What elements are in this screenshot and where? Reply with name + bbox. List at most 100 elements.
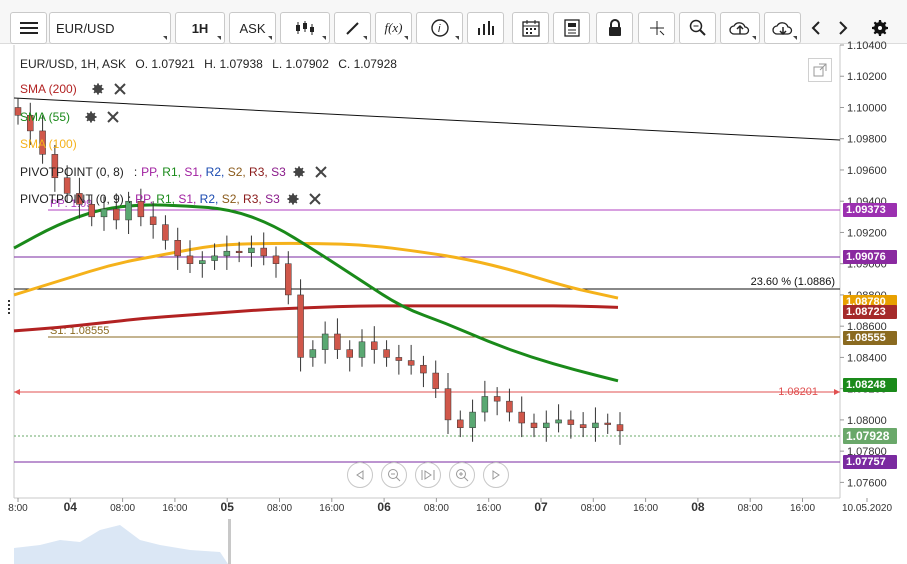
symbol-selector[interactable]: EUR/USD <box>49 12 171 44</box>
resize-handle[interactable] <box>8 300 10 314</box>
price-type-selector[interactable]: ASK <box>229 12 276 44</box>
candle-body[interactable] <box>407 360 415 366</box>
trend-line[interactable] <box>13 97 841 141</box>
candle-body[interactable] <box>457 419 464 428</box>
candle-body[interactable] <box>555 419 562 424</box>
gear-icon[interactable] <box>292 165 306 179</box>
candle-body[interactable] <box>334 333 341 350</box>
candle-body[interactable] <box>297 294 304 358</box>
candle-body[interactable] <box>186 255 194 264</box>
candle-body[interactable] <box>248 247 255 254</box>
bar-chart-button[interactable] <box>467 12 504 44</box>
upload-button[interactable] <box>720 12 760 44</box>
candle-body[interactable] <box>27 115 34 132</box>
gear-icon[interactable] <box>286 192 300 206</box>
zoom-button[interactable] <box>679 12 716 44</box>
candle-body[interactable] <box>39 130 46 155</box>
candle-body[interactable] <box>76 193 83 205</box>
plot-area[interactable] <box>14 45 840 498</box>
candle-body[interactable] <box>235 250 243 254</box>
candle-body[interactable] <box>137 200 145 218</box>
candle-body[interactable] <box>481 396 489 413</box>
reset-button[interactable] <box>415 462 441 488</box>
candle-body[interactable] <box>309 349 317 358</box>
x-tick-label: 16:00 <box>790 503 815 514</box>
candle-body[interactable] <box>518 411 525 424</box>
timeframe-selector[interactable]: 1H <box>175 12 225 44</box>
download-button[interactable] <box>764 12 801 44</box>
candle-body[interactable] <box>174 240 181 257</box>
candle-body[interactable] <box>543 422 550 428</box>
candle-body[interactable] <box>395 357 403 361</box>
zoom-in-button[interactable] <box>449 462 475 488</box>
candle-body[interactable] <box>371 341 378 350</box>
candle-body[interactable] <box>604 422 611 425</box>
candle-body[interactable] <box>211 255 218 261</box>
candle-body[interactable] <box>383 349 390 358</box>
candle-body[interactable] <box>346 349 353 358</box>
candle-body[interactable] <box>616 424 624 432</box>
candle-body[interactable] <box>125 200 132 221</box>
chevron-left-icon <box>811 21 820 35</box>
close-icon[interactable] <box>113 82 127 96</box>
sma-100-line[interactable] <box>13 241 619 300</box>
candle-body[interactable] <box>530 422 538 428</box>
crosshair-button[interactable] <box>638 12 675 44</box>
legend-pivot-8[interactable]: PIVOTPOINT (0, 8) : PP, R1, S1, R2, S2, … <box>20 165 328 179</box>
calendar-button[interactable] <box>512 12 549 44</box>
draw-button[interactable] <box>334 12 371 44</box>
candle-body[interactable] <box>100 208 108 218</box>
candle-body[interactable] <box>162 224 169 241</box>
close-icon[interactable] <box>106 110 120 124</box>
scroll-left-button[interactable] <box>803 12 828 44</box>
navigator-handle[interactable] <box>228 519 231 564</box>
scroll-right-button[interactable] <box>830 12 855 44</box>
fullscreen-button[interactable] <box>808 58 832 82</box>
candle-body[interactable] <box>14 107 22 116</box>
candle-body[interactable] <box>149 216 157 225</box>
candle-body[interactable] <box>358 341 366 358</box>
legend-pivot-9[interactable]: PIVOTPOINT (0, 9) : PP, R1, S1, R2, S2, … <box>20 192 322 206</box>
navigator-area <box>14 525 228 564</box>
zoom-out-button[interactable] <box>381 462 407 488</box>
settings-button[interactable] <box>866 12 894 44</box>
close-icon[interactable] <box>314 165 328 179</box>
lock-button[interactable] <box>596 12 633 44</box>
candle-body[interactable] <box>113 208 120 221</box>
candle-body[interactable] <box>223 250 231 257</box>
candle-body[interactable] <box>432 372 439 389</box>
candle-body[interactable] <box>63 177 71 194</box>
candle-body[interactable] <box>493 396 501 402</box>
candle-body[interactable] <box>420 364 427 374</box>
news-button[interactable] <box>553 12 590 44</box>
candle-body[interactable] <box>592 422 599 428</box>
candle-body[interactable] <box>321 333 329 350</box>
sma-200-line[interactable] <box>13 304 619 333</box>
legend-sma-100[interactable]: SMA (100) <box>20 137 77 151</box>
nav-back-button[interactable] <box>347 462 373 488</box>
legend-sma-200[interactable]: SMA (200) <box>20 82 127 96</box>
close-icon[interactable] <box>308 192 322 206</box>
candle-body[interactable] <box>51 154 59 179</box>
candle-body[interactable] <box>444 388 452 421</box>
gear-icon[interactable] <box>84 110 98 124</box>
candle-body[interactable] <box>199 260 206 264</box>
candle-body[interactable] <box>88 204 95 218</box>
menu-button[interactable] <box>10 12 47 44</box>
candlestick-series[interactable] <box>14 98 624 445</box>
candle-body[interactable] <box>272 255 280 264</box>
candle-body[interactable] <box>567 419 575 425</box>
info-button[interactable]: i <box>416 12 463 44</box>
candle-body[interactable] <box>579 424 587 428</box>
candle-body[interactable] <box>506 400 513 413</box>
zoom-out-icon <box>388 469 401 482</box>
chart-type-button[interactable] <box>280 12 330 44</box>
legend-sma-55[interactable]: SMA (55) <box>20 110 120 124</box>
gear-icon[interactable] <box>91 82 105 96</box>
indicators-button[interactable]: f(x) <box>375 12 412 44</box>
candle-body[interactable] <box>260 247 267 257</box>
nav-forward-button[interactable] <box>483 462 509 488</box>
candle-body[interactable] <box>285 263 292 296</box>
candle-body[interactable] <box>469 411 476 428</box>
